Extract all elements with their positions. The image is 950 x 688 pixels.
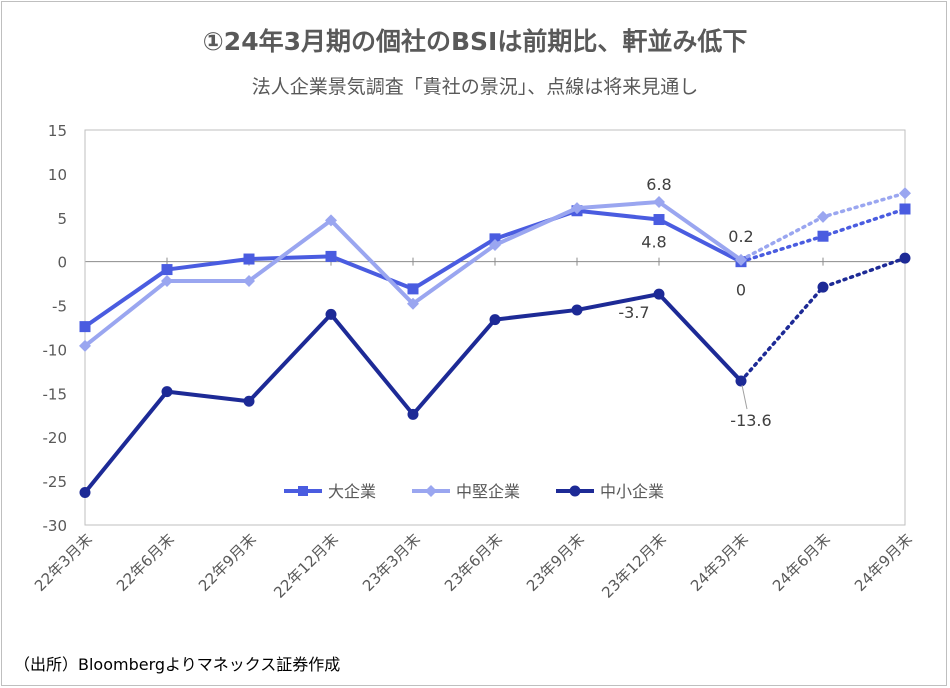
x-tick-label: 24年3月末	[687, 530, 752, 595]
data-label: 0	[736, 281, 746, 300]
data-point	[325, 308, 337, 320]
chart-subtitle: 法人企業景気調査「貴社の景況」、点線は将来見通し	[251, 76, 699, 98]
series-line-actual	[83, 199, 743, 348]
data-point	[899, 187, 911, 200]
legend: 大企業 中堅企業 中小企業	[284, 482, 664, 501]
y-tick-label: -15	[43, 385, 68, 403]
data-point	[571, 304, 583, 316]
source-note: （出所）Bloombergよりマネックス証券作成	[14, 655, 341, 674]
data-point	[325, 214, 337, 227]
data-point	[79, 339, 91, 352]
x-axis: 22年3月末 22年6月末 22年9月末 22年12月末 23年3月末 23年6月末 23年…	[31, 530, 916, 602]
y-tick-label: -25	[43, 473, 68, 491]
data-point	[817, 230, 829, 242]
data-point	[325, 250, 337, 262]
x-tick-label: 22年12月末	[270, 530, 342, 602]
data-point	[79, 321, 91, 333]
data-label: 4.8	[641, 233, 666, 252]
data-label: 6.8	[646, 175, 671, 194]
y-tick-label: -10	[43, 341, 68, 359]
y-tick-label: -30	[43, 517, 68, 535]
data-point	[407, 283, 419, 295]
diamond-marker-icon	[425, 485, 437, 497]
chart-title: ①24年3月期の個社のBSIは前期比、軒並み低下	[202, 27, 748, 56]
data-point	[817, 281, 829, 293]
plot-area-border	[84, 129, 906, 526]
legend-label: 中堅企業	[456, 482, 520, 501]
y-tick-label: 0	[57, 254, 67, 272]
label-leader-line	[741, 384, 748, 410]
data-label: 0.2	[728, 227, 753, 246]
x-tick-label: 22年9月末	[195, 530, 260, 595]
data-labels: 6.8 4.8 0.2 0 -3.7 -13.6	[618, 175, 771, 430]
data-point	[653, 288, 665, 300]
x-tick-label: 22年3月末	[31, 530, 96, 595]
data-label: -3.7	[618, 303, 649, 322]
x-tick-label: 23年3月末	[359, 530, 424, 595]
data-point	[407, 408, 419, 420]
legend-item-small[interactable]: 中小企業	[556, 482, 664, 501]
y-tick-label: 15	[48, 122, 67, 140]
data-point	[735, 253, 747, 266]
y-tick-label: -5	[52, 298, 67, 316]
series-line-actual	[83, 292, 743, 494]
data-point	[161, 264, 173, 276]
data-point	[243, 274, 255, 287]
data-point	[653, 214, 665, 226]
data-point	[161, 274, 173, 287]
data-point	[653, 195, 665, 208]
x-tick-label: 23年12月末	[598, 530, 670, 602]
data-point	[571, 202, 583, 215]
data-point	[489, 233, 501, 245]
x-tick-label: 24年9月末	[851, 530, 916, 595]
x-tick-label: 24年6月末	[769, 530, 834, 595]
data-point	[899, 203, 911, 215]
legend-item-medium[interactable]: 中堅企業	[412, 482, 520, 501]
y-axis: 15 10 5 0 -5 -10 -15 -20 -25 -30	[43, 122, 68, 535]
data-point	[243, 253, 255, 265]
y-tick-label: -20	[43, 429, 68, 447]
data-point	[899, 252, 911, 264]
data-point	[243, 395, 255, 407]
series-line-forecast	[739, 256, 907, 383]
y-tick-label: 5	[57, 210, 67, 228]
legend-label: 中小企業	[600, 482, 664, 501]
legend-label: 大企業	[328, 482, 376, 501]
y-tick-label: 10	[48, 166, 67, 184]
square-marker-icon	[298, 486, 308, 496]
data-point	[79, 487, 91, 499]
data-point	[489, 314, 501, 326]
x-tick-label: 23年9月末	[523, 530, 588, 595]
series-lines	[79, 187, 911, 499]
x-tick-label: 22年6月末	[113, 530, 178, 595]
x-tick-label: 23年6月末	[441, 530, 506, 595]
series-0	[79, 203, 911, 333]
data-point	[407, 297, 419, 310]
series-1	[79, 187, 911, 352]
data-point	[735, 375, 747, 387]
data-point	[161, 386, 173, 398]
circle-marker-icon	[569, 485, 581, 497]
series-line-forecast	[739, 191, 907, 262]
legend-item-large[interactable]: 大企業	[284, 482, 376, 501]
data-label: -13.6	[730, 411, 771, 430]
data-point	[817, 210, 829, 223]
data-point	[489, 238, 501, 251]
series-2	[79, 252, 911, 499]
